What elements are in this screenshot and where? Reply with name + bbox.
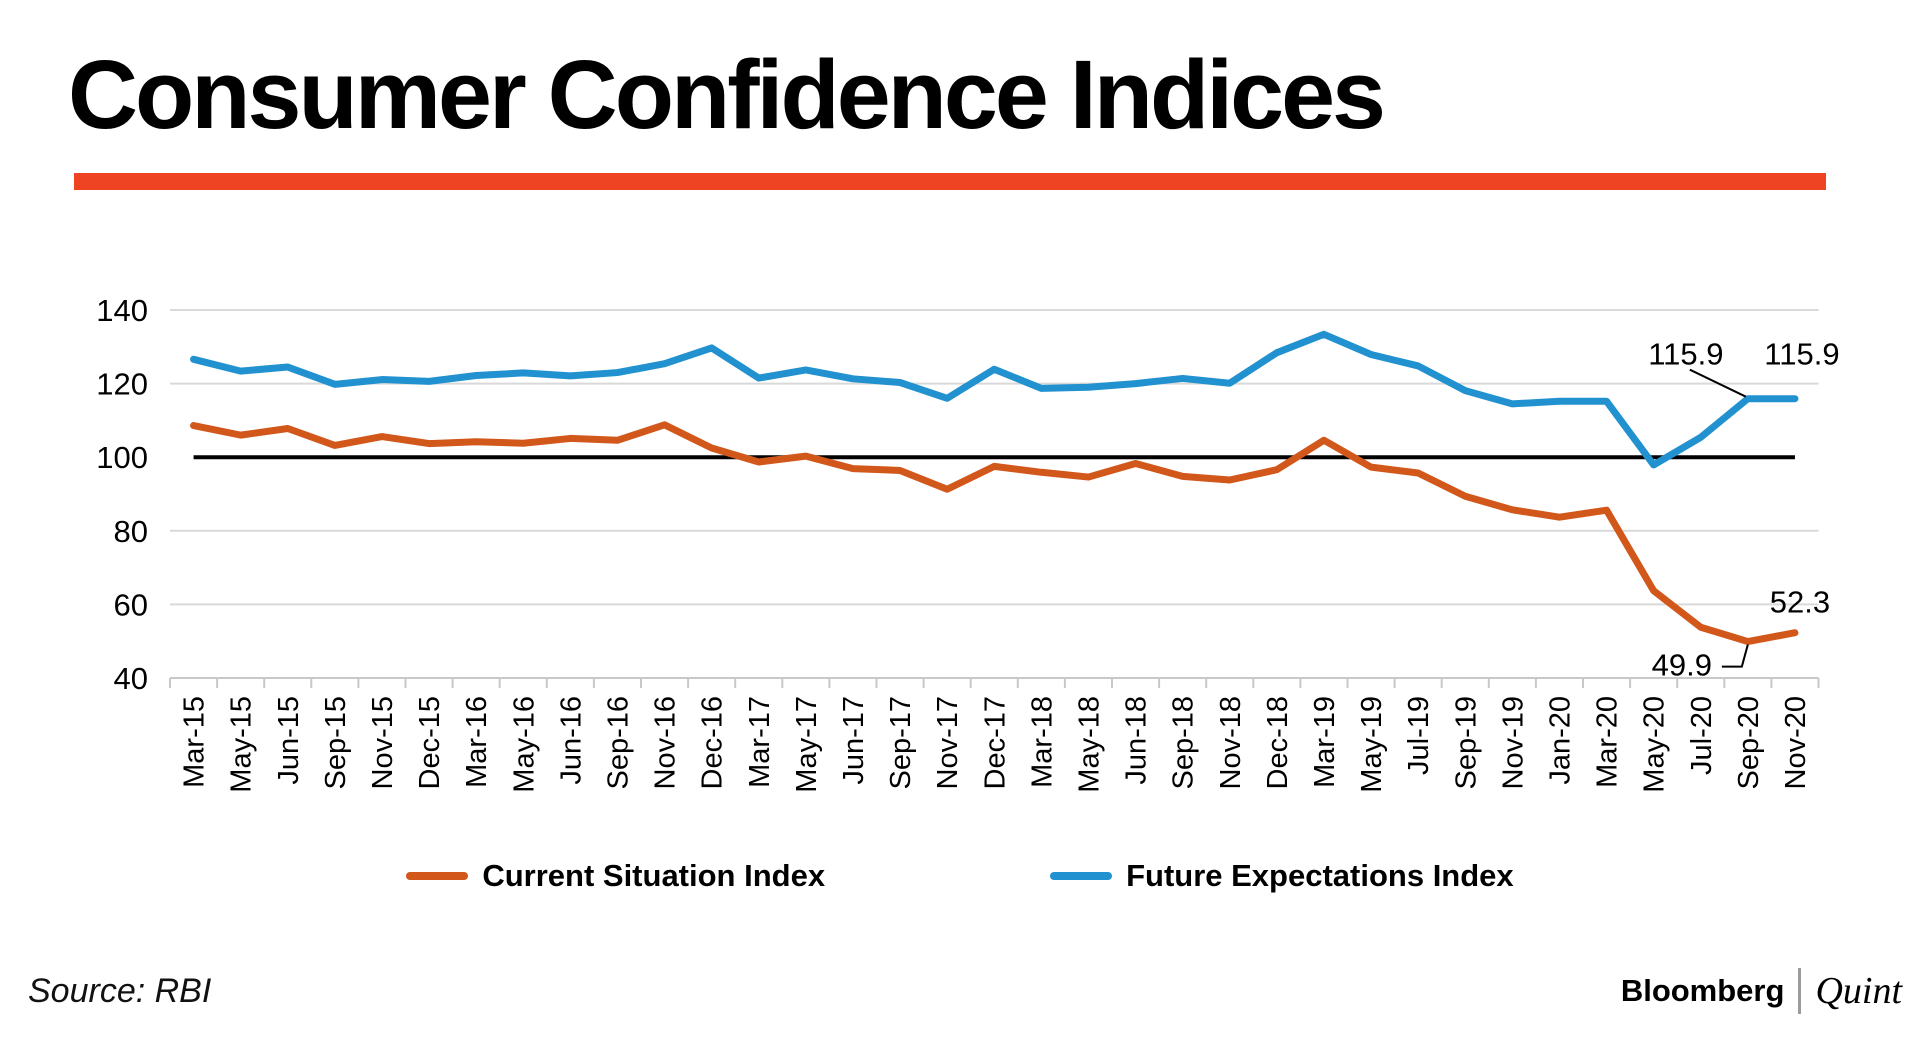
- csi-line-swatch: [406, 872, 469, 880]
- chart-svg: 40 60 80 100 120 140 Mar-15 May-15 Jun-15 Sep-15 N…: [96, 293, 1839, 793]
- x-axis-label: Sep-20: [1733, 696, 1765, 790]
- x-axis-label: Jun-17: [838, 696, 870, 785]
- brand-bloomberg: Bloomberg: [1620, 973, 1785, 1008]
- x-axis-label: Jun-15: [273, 696, 305, 785]
- annotation-leader-line: [1721, 644, 1749, 668]
- x-axis-label: Nov-17: [932, 696, 964, 790]
- fei-line-swatch: [1050, 872, 1113, 880]
- x-axis-label: May-20: [1639, 696, 1671, 793]
- x-axis-label: Jul-19: [1403, 696, 1435, 775]
- x-axis-label: Dec-16: [697, 696, 729, 790]
- legend-label-fei: Future Expectations Index: [1126, 858, 1514, 893]
- brand-quint: Quint: [1815, 970, 1902, 1012]
- x-axis-label: Dec-18: [1262, 696, 1294, 790]
- x-axis-label: Sep-16: [602, 696, 634, 790]
- x-axis-label: Sep-18: [1168, 696, 1200, 790]
- x-axis-label: Nov-15: [367, 696, 399, 790]
- x-axis-label: May-17: [791, 696, 823, 793]
- x-axis-label: Mar-19: [1309, 696, 1341, 788]
- y-axis-label: 140: [96, 293, 148, 328]
- y-axis-label: 80: [114, 514, 148, 549]
- x-axis-label: Sep-15: [320, 696, 352, 790]
- legend-item-csi: Current Situation Index: [406, 858, 825, 894]
- legend-item-fei: Future Expectations Index: [1050, 858, 1514, 894]
- annotation-leader-line: [1689, 368, 1747, 398]
- x-axis-label: Mar-15: [179, 696, 211, 788]
- x-axis-label: Dec-17: [979, 696, 1011, 790]
- brand-divider: [1798, 968, 1802, 1014]
- chart-legend: Current Situation Index Future Expectati…: [0, 846, 1920, 906]
- x-axis-label: May-16: [508, 696, 540, 793]
- brand-logo: Bloomberg Quint: [1621, 968, 1902, 1014]
- x-axis-label: Nov-19: [1497, 696, 1529, 790]
- x-axis-label: Jun-18: [1121, 696, 1153, 785]
- annotation-csi-nov20: 52.3: [1770, 585, 1830, 620]
- x-axis-label: Nov-18: [1215, 696, 1247, 790]
- x-axis-label: May-18: [1073, 696, 1105, 793]
- x-axis-label: May-15: [226, 696, 258, 793]
- y-axis-label: 60: [114, 587, 148, 622]
- x-axis-label: Mar-16: [461, 696, 493, 788]
- annotation-fei-nov20: 115.9: [1764, 337, 1839, 372]
- y-axis-label: 100: [96, 440, 148, 475]
- x-axis-label: Jun-16: [555, 696, 587, 785]
- csi-line: [190, 421, 1799, 646]
- x-axis-label: May-19: [1356, 696, 1388, 793]
- x-axis-label: Mar-17: [744, 696, 776, 788]
- y-axis-label: 40: [114, 661, 148, 696]
- x-axis-label: Nov-20: [1780, 696, 1812, 790]
- x-axis-label: Sep-19: [1450, 696, 1482, 790]
- annotation-csi-sep20: 49.9: [1652, 648, 1712, 683]
- fei-line: [190, 330, 1799, 469]
- annotation-fei-sep20: 115.9: [1648, 337, 1723, 372]
- x-axis-label: Mar-18: [1026, 696, 1058, 788]
- y-axis-label: 120: [96, 367, 148, 402]
- x-axis-label: Sep-17: [885, 696, 917, 790]
- x-axis-label: Nov-16: [650, 696, 682, 790]
- title-divider-bar: [74, 173, 1826, 190]
- page-title: Consumer Confidence Indices: [68, 40, 1386, 149]
- x-axis-label: Jul-20: [1686, 696, 1718, 775]
- legend-label-csi: Current Situation Index: [482, 858, 826, 893]
- x-axis-label: Jan-20: [1544, 696, 1576, 785]
- x-axis-label: Mar-20: [1592, 696, 1624, 788]
- source-note: Source: RBI: [28, 972, 212, 1010]
- x-axis-label: Dec-15: [414, 696, 446, 790]
